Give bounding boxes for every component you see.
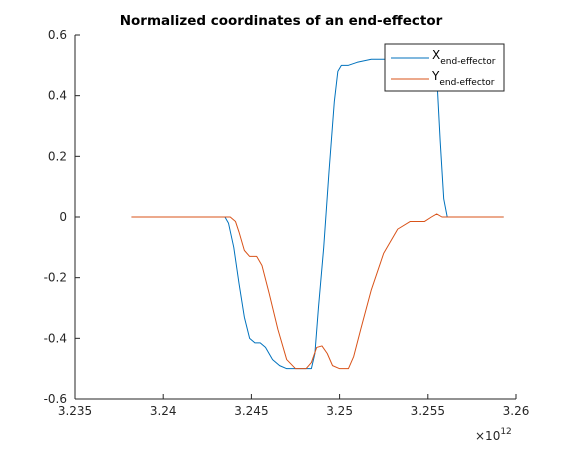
legend-entry-subscript: end-effector [439, 78, 494, 88]
legend-entry: Yend-effector [431, 69, 495, 88]
legend-entry-main: X [432, 48, 440, 62]
x-exponent-power: 12 [500, 427, 511, 437]
y-tick-label: -0.6 [44, 392, 67, 406]
chart-title: Normalized coordinates of an end-effecto… [120, 13, 443, 29]
ticks: 3.235 3.24 3.245 3.25 3.255 3.26 -0.6 -0.4 -0.2 0… [44, 28, 530, 418]
x-tick-label: 3.245 [234, 404, 268, 418]
legend-box [384, 43, 505, 92]
x-tick-label: 3.26 [503, 404, 530, 418]
legend-entry: Xend-effector [432, 48, 496, 67]
x-tick-label: 3.235 [58, 404, 92, 418]
y-tick-label: 0.4 [48, 89, 67, 103]
x-tick-label: 3.255 [411, 404, 445, 418]
y-tick-label: 0.2 [48, 149, 67, 163]
x-tick-label: 3.25 [326, 404, 353, 418]
legend-entry-subscript: end-effector [440, 57, 495, 67]
y-tick-label: 0.6 [48, 28, 67, 42]
legend-entry-main: Y [431, 69, 440, 83]
x-exponent-label: ×1012 [475, 427, 512, 443]
y-tick-label: -0.2 [44, 271, 67, 285]
x-exponent-base: ×10 [475, 429, 500, 443]
y-tick-label: 0 [59, 210, 67, 224]
y-tick-label: -0.4 [44, 331, 67, 345]
series-line-y [131, 213, 504, 370]
x-tick-label: 3.24 [150, 404, 177, 418]
